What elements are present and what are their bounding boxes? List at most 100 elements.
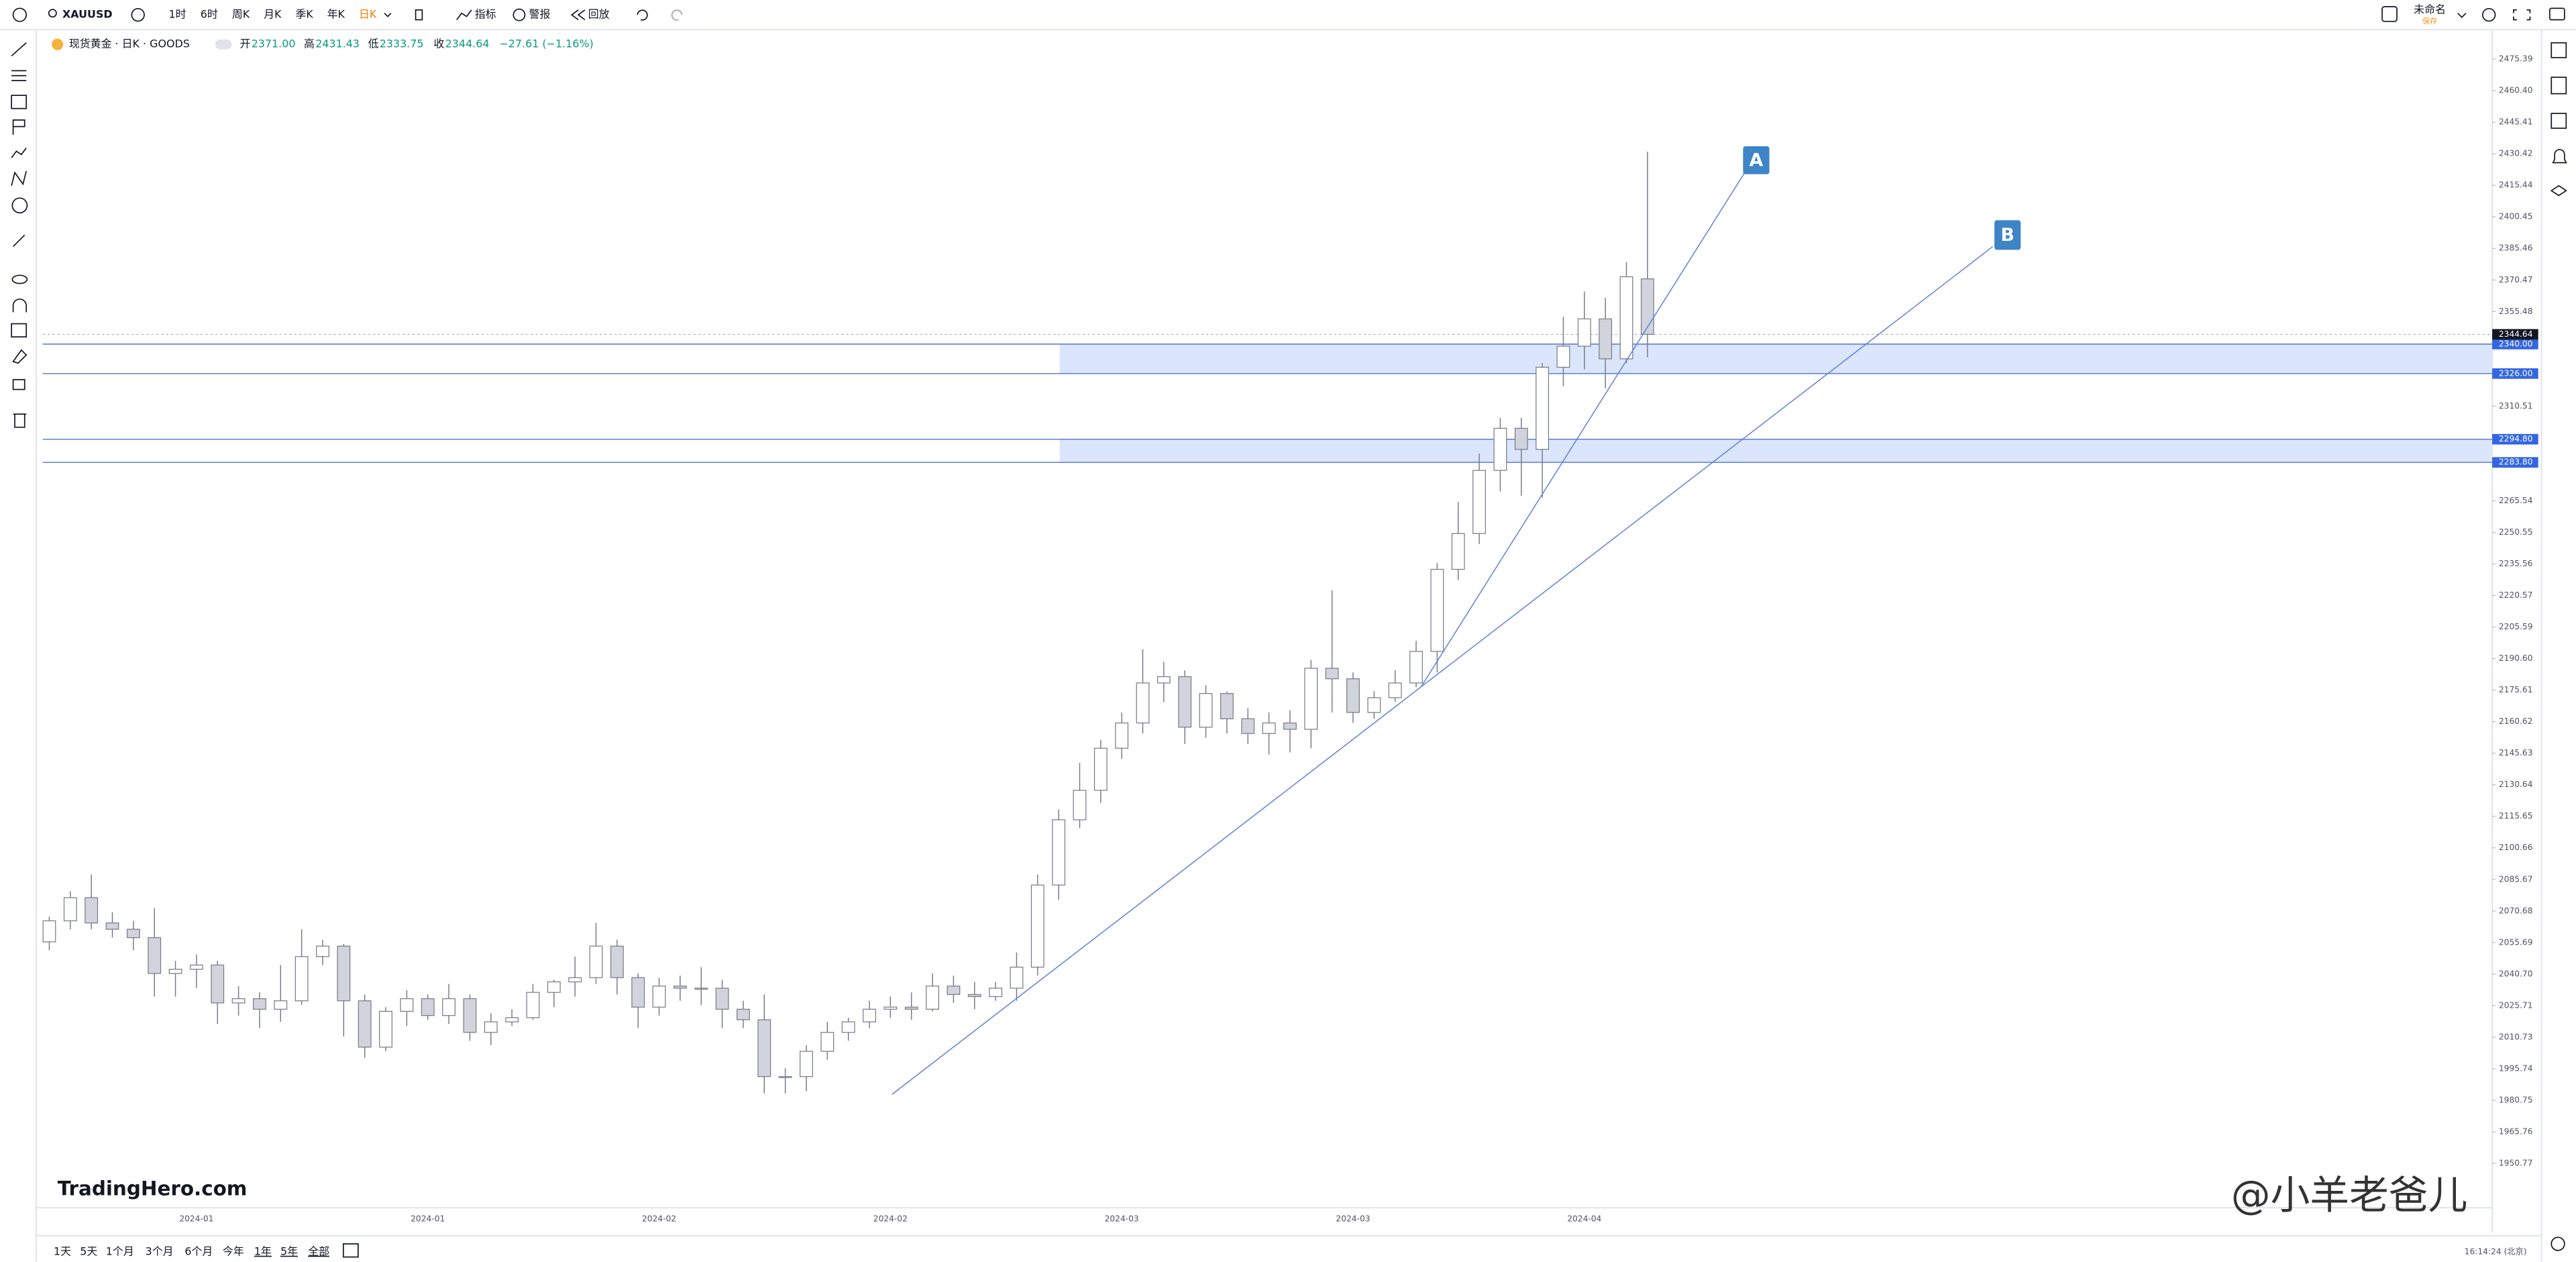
interval-button[interactable]: 日K — [359, 8, 377, 21]
chart-type-icon[interactable] — [415, 9, 423, 21]
eraser[interactable] — [12, 349, 28, 364]
candle-body — [211, 964, 225, 1004]
candle-body — [904, 1006, 918, 1010]
candle-body — [1493, 427, 1507, 471]
save-label[interactable]: 保存 — [2422, 16, 2437, 25]
range-button[interactable]: 1年 — [254, 1245, 272, 1258]
xabcd-tool[interactable] — [11, 170, 28, 187]
candle-body — [1052, 819, 1066, 886]
candle-body — [85, 897, 99, 924]
range-button[interactable]: 5天 — [80, 1245, 97, 1258]
candle-body — [610, 945, 624, 978]
symbol[interactable]: XAUUSD — [62, 8, 113, 21]
y-tick-label: 2085.67 — [2499, 874, 2533, 884]
range-button[interactable]: 全部 — [308, 1245, 329, 1258]
interval-menu[interactable] — [384, 13, 392, 17]
candle-body — [1556, 346, 1570, 368]
candle-body — [926, 986, 939, 1010]
price-level-label: 2294.80 — [2499, 434, 2533, 443]
range-button[interactable]: 1个月 — [106, 1245, 134, 1258]
y-tick-label: 2265.54 — [2499, 496, 2533, 505]
y-tick-label: 2355.48 — [2499, 307, 2533, 316]
watchlist[interactable] — [2551, 42, 2567, 58]
delete-tool[interactable] — [13, 413, 27, 428]
watermark-logo: TradingHero.com — [58, 1177, 248, 1200]
y-tick-label: 1950.77 — [2499, 1158, 2533, 1167]
forecast-tool[interactable] — [11, 147, 27, 158]
candle-body — [1220, 693, 1234, 719]
hide-tool[interactable] — [11, 274, 28, 284]
help[interactable] — [2551, 1237, 2565, 1251]
interval-button[interactable]: 6时 — [201, 8, 218, 21]
icon-tool[interactable] — [11, 197, 28, 214]
range-button[interactable]: 3个月 — [146, 1245, 174, 1258]
candle-body — [947, 986, 961, 995]
candle-body — [1346, 678, 1360, 713]
undo[interactable] — [637, 9, 648, 21]
date-range-picker[interactable] — [342, 1243, 359, 1258]
x-tick-label: 2024-03 — [1105, 1214, 1139, 1224]
interval-button[interactable]: 1时 — [168, 8, 186, 21]
trendline-b[interactable] — [892, 246, 1994, 1095]
trendline-tool[interactable] — [11, 42, 27, 56]
candle-body — [316, 945, 329, 957]
ruler-tool[interactable] — [12, 234, 25, 248]
details[interactable] — [2551, 76, 2567, 95]
annotation-b-box[interactable] — [1994, 220, 2021, 250]
draw-mode[interactable] — [11, 323, 28, 337]
range-button[interactable]: 6个月 — [184, 1245, 213, 1258]
settings[interactable] — [2482, 7, 2496, 22]
interval-button[interactable]: 周K — [232, 8, 250, 21]
legend-open-label: 开 — [240, 38, 251, 50]
interval-button[interactable]: 月K — [264, 8, 282, 21]
redo[interactable] — [671, 9, 683, 21]
magnet-tool[interactable] — [12, 298, 28, 313]
candle-body — [1599, 318, 1613, 360]
candle-body — [1514, 427, 1528, 450]
layout-menu[interactable] — [2457, 13, 2467, 19]
candle-body — [294, 956, 309, 1002]
indicators-button[interactable]: 指标 — [475, 8, 496, 21]
candle-body — [1451, 533, 1465, 570]
layers[interactable] — [2550, 185, 2567, 197]
annotation-a-box[interactable] — [1743, 146, 1770, 174]
y-tick-label: 2175.61 — [2499, 685, 2533, 694]
layout-name[interactable]: 未命名 — [2414, 3, 2446, 15]
trendline-a[interactable] — [1420, 172, 1746, 688]
candle-body — [1178, 676, 1192, 728]
candle-body — [1577, 318, 1591, 347]
lock-tool[interactable] — [12, 378, 25, 390]
candle-body — [694, 988, 708, 990]
replay-button[interactable]: 回放 — [588, 8, 610, 21]
fullscreen[interactable] — [2513, 9, 2531, 21]
layout-icon[interactable] — [2381, 6, 2398, 22]
y-tick-label: 1995.74 — [2499, 1063, 2533, 1073]
interval-button[interactable]: 年K — [327, 8, 345, 21]
candle-body — [400, 998, 414, 1012]
legend-high-label: 高 — [304, 38, 315, 50]
price-zone[interactable] — [1059, 439, 2493, 463]
candle-body — [337, 945, 351, 1002]
interval-button[interactable]: 季K — [295, 8, 313, 21]
candle-body — [148, 937, 162, 974]
alerts-button[interactable]: 警报 — [529, 8, 551, 21]
price-level-badge — [2492, 457, 2538, 468]
alerts-panel[interactable] — [2552, 149, 2567, 164]
screenshot[interactable] — [2548, 7, 2565, 21]
x-tick-label: 2024-03 — [1336, 1214, 1370, 1224]
pattern-tool[interactable] — [12, 119, 25, 135]
legend-change: −27.61 (−1.16%) — [499, 38, 593, 50]
legend-high: 2431.43 — [315, 38, 360, 50]
range-button[interactable]: 1天 — [54, 1245, 71, 1258]
range-button[interactable]: 5年 — [280, 1245, 298, 1258]
y-tick-label: 2100.66 — [2499, 843, 2533, 852]
legend-toggle[interactable] — [215, 39, 232, 50]
fib-tool[interactable] — [11, 70, 27, 81]
add-symbol[interactable] — [131, 7, 145, 22]
price-zone[interactable] — [1059, 344, 2493, 374]
range-button[interactable]: 今年 — [223, 1245, 244, 1258]
shape-tool[interactable] — [11, 95, 28, 109]
logo-icon[interactable] — [12, 7, 28, 22]
calendar[interactable] — [2551, 113, 2567, 129]
